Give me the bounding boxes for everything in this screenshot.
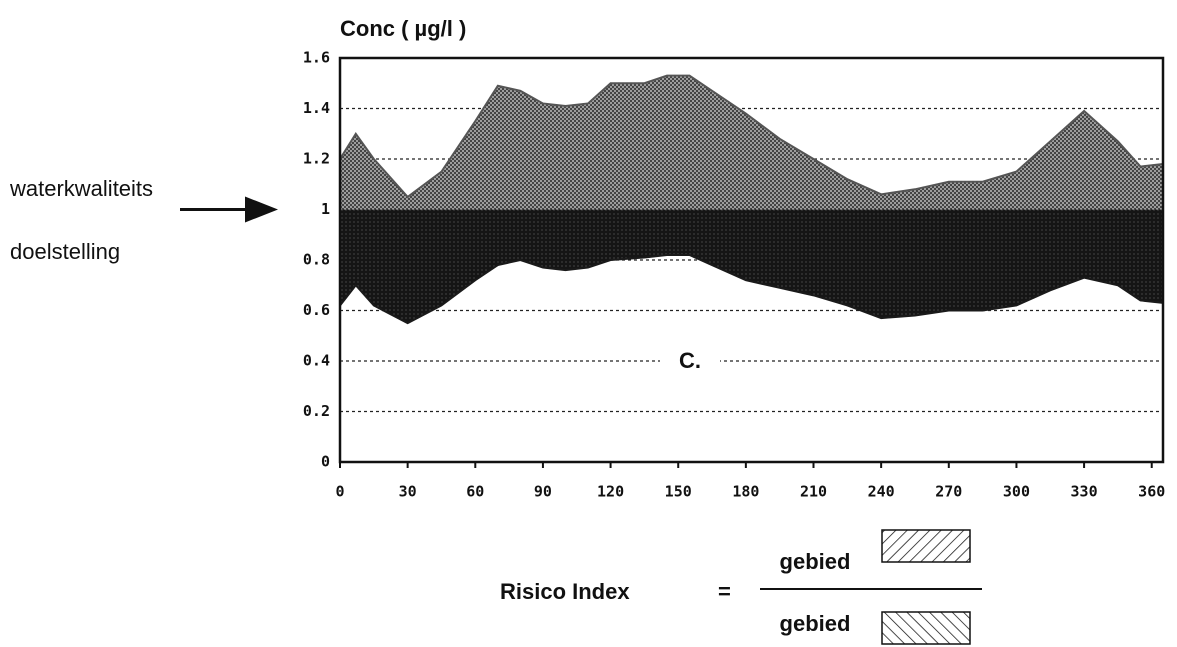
x-tick-label: 180 xyxy=(732,483,759,501)
y-tick-label: 1.4 xyxy=(303,99,330,117)
formula-denominator: gebied xyxy=(780,611,851,636)
y-tick-label: 1.2 xyxy=(303,150,330,168)
target-label: waterkwaliteits xyxy=(9,176,153,201)
y-tick-label: 1 xyxy=(321,200,330,218)
formula-left: Risico Index xyxy=(500,579,630,604)
annotation: C. xyxy=(679,348,701,373)
x-tick-label: 360 xyxy=(1138,483,1165,501)
x-tick-label: 300 xyxy=(1003,483,1030,501)
x-tick-label: 0 xyxy=(335,483,344,501)
y-tick-label: 1.6 xyxy=(303,49,330,67)
x-tick-label: 150 xyxy=(665,483,692,501)
x-tick-label: 60 xyxy=(466,483,484,501)
hatch-box xyxy=(881,611,971,645)
y-tick-label: 0.6 xyxy=(303,301,330,319)
y-tick-label: 0.8 xyxy=(303,251,330,269)
plot-frame xyxy=(338,56,1165,464)
x-tick-label: 90 xyxy=(534,483,552,501)
formula: Risico Index = gebied gebied xyxy=(500,529,982,645)
x-tick-label: 30 xyxy=(399,483,417,501)
hatch-box xyxy=(881,529,971,563)
x-tick-label: 270 xyxy=(935,483,962,501)
band-edge xyxy=(339,74,1164,199)
y-axis-label: Conc ( µg/l ) xyxy=(340,16,466,41)
band-below xyxy=(340,209,1163,324)
formula-numerator: gebied xyxy=(780,549,851,574)
band-above xyxy=(340,75,1163,210)
y-tick-label: 0.4 xyxy=(303,352,330,370)
arrow-head xyxy=(245,196,278,223)
x-tick-label: 210 xyxy=(800,483,827,501)
band-edge xyxy=(339,253,1164,325)
formula-sign: = xyxy=(718,579,731,604)
y-tick-label: 0.2 xyxy=(303,402,330,420)
annotation-bg xyxy=(660,345,720,379)
x-tick-label: 240 xyxy=(868,483,895,501)
x-tick-label: 330 xyxy=(1071,483,1098,501)
x-tick-label: 120 xyxy=(597,483,624,501)
y-tick-label: 0 xyxy=(321,453,330,471)
target-label: doelstelling xyxy=(10,239,120,264)
